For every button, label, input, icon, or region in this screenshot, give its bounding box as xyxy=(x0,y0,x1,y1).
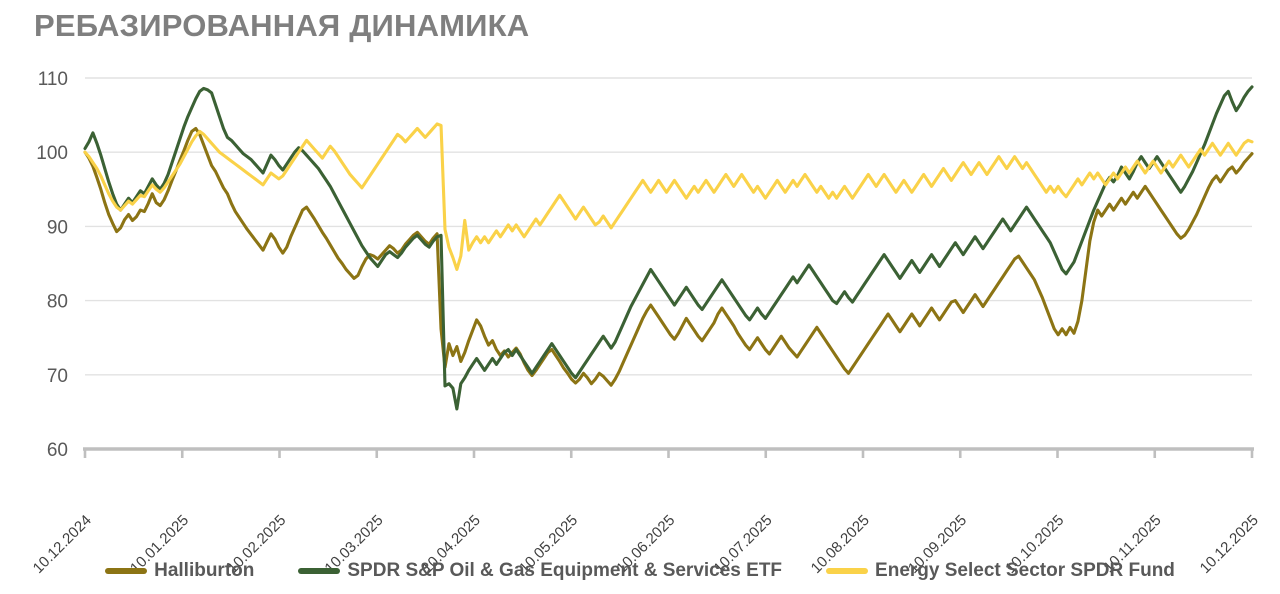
legend-label: Energy Select Sector SPDR Fund xyxy=(875,560,1175,581)
series-line xyxy=(83,126,1254,387)
legend-item[interactable]: Halliburton xyxy=(105,560,254,582)
series-line xyxy=(83,85,1254,411)
legend-color-swatch xyxy=(826,568,869,574)
y-tick-label: 80 xyxy=(47,292,68,313)
y-tick-label: 60 xyxy=(47,440,68,461)
y-tick-label: 110 xyxy=(38,69,68,90)
legend-item[interactable]: SPDR S&P Oil & Gas Equipment & Services … xyxy=(298,560,782,582)
series-lines xyxy=(83,85,1254,411)
y-tick-label: 100 xyxy=(36,143,68,164)
series-line xyxy=(83,122,1254,271)
legend-color-swatch xyxy=(105,568,148,574)
chart-legend: Halliburton SPDR S&P Oil & Gas Equipment … xyxy=(0,551,1280,591)
legend-item[interactable]: Energy Select Sector SPDR Fund xyxy=(826,560,1175,582)
legend-color-swatch xyxy=(298,568,341,574)
y-tick-label: 90 xyxy=(47,217,68,238)
legend-label: Halliburton xyxy=(154,560,255,581)
y-tick-label: 70 xyxy=(47,366,68,387)
x-axis-tickmarks xyxy=(83,450,1254,458)
page-title: РЕБАЗИРОВАННАЯ ДИНАМИКА xyxy=(34,8,530,43)
gridlines xyxy=(85,77,1252,376)
y-axis-tick-labels: 60 70 80 90 100 110 xyxy=(36,69,68,461)
legend-label: SPDR S&P Oil & Gas Equipment & Services … xyxy=(347,560,783,581)
